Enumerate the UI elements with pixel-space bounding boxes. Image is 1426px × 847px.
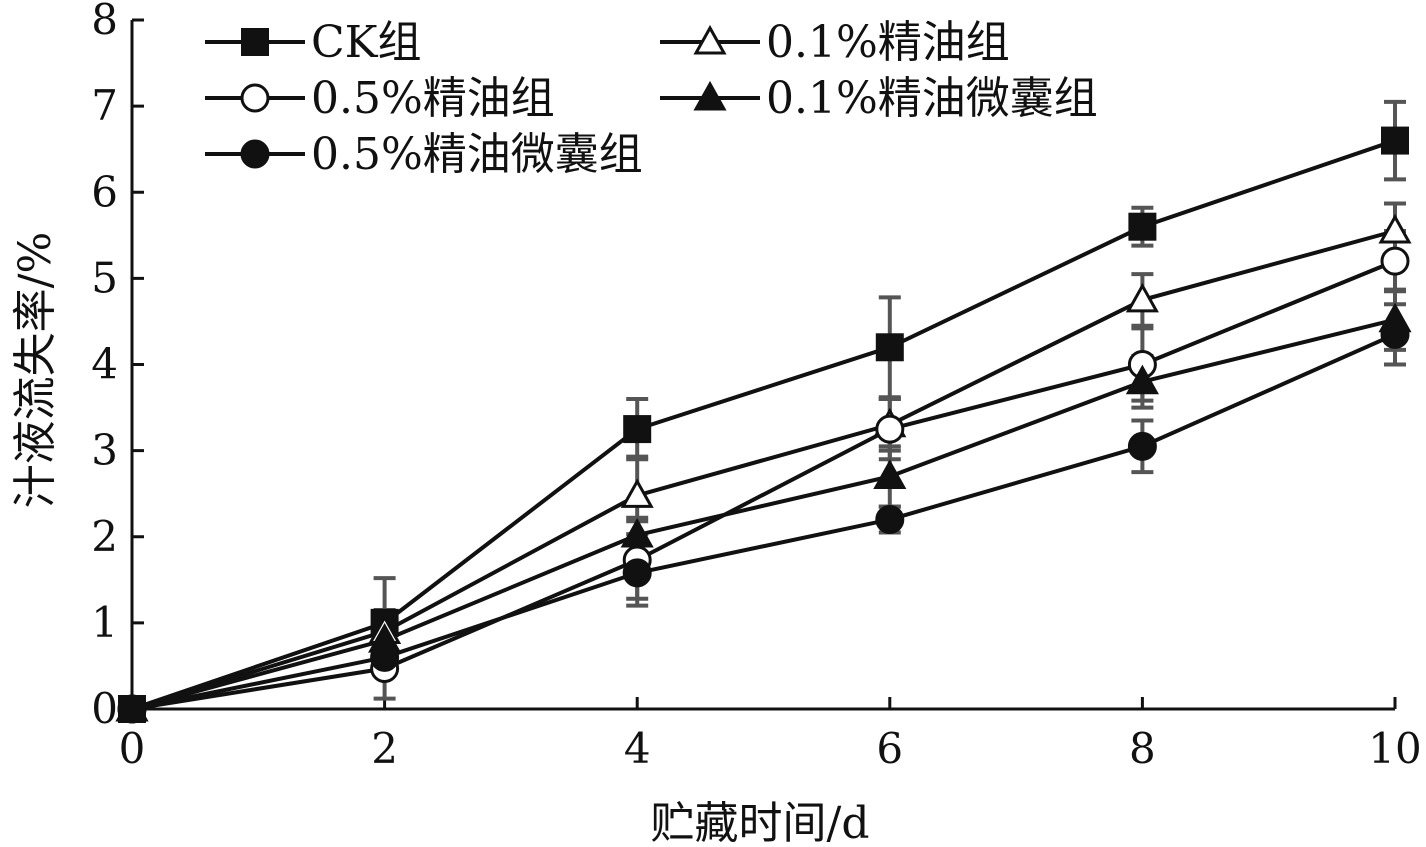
y-tick-label: 6	[91, 167, 118, 216]
data-point	[1125, 282, 1159, 313]
y-tick-label: 8	[91, 0, 118, 44]
y-axis-label: 汁液流失率/%	[10, 232, 61, 509]
legend-label: 0.5%精油组	[311, 73, 555, 124]
x-axis-label: 贮藏时间/d	[651, 798, 870, 847]
y-axis-ticks: 0 1 2 3 4 5 6 7 8	[91, 0, 144, 733]
data-point	[1128, 212, 1157, 241]
legend-label: 0.1%精油微囊组	[766, 73, 1098, 124]
data-point	[1125, 364, 1159, 395]
data-point	[622, 558, 652, 588]
x-tick-label: 8	[1129, 724, 1156, 773]
data-point	[623, 415, 652, 444]
legend-marker	[241, 28, 269, 56]
data-point	[620, 478, 654, 508]
legend-marker	[693, 24, 727, 55]
series-line	[131, 259, 1396, 711]
y-tick-label: 3	[91, 426, 118, 475]
y-tick-label: 0	[91, 684, 118, 733]
series-line	[131, 229, 1396, 711]
x-tick-label: 10	[1368, 724, 1421, 773]
data-point	[1380, 246, 1410, 276]
series-line	[131, 332, 1396, 711]
data-point	[370, 642, 400, 672]
legend-label: 0.1%精油组	[766, 17, 1010, 68]
y-tick-label: 2	[91, 512, 118, 561]
legend-label: 0.5%精油微囊组	[311, 129, 643, 180]
y-tick-label: 1	[91, 598, 118, 647]
legend-label: CK组	[311, 17, 422, 68]
data-point	[620, 517, 654, 548]
series-lines	[131, 138, 1396, 711]
series-markers	[115, 126, 1412, 724]
series-line	[131, 317, 1396, 711]
x-tick-label: 0	[119, 724, 146, 773]
x-axis-ticks: 0 2 4 6 8 10	[119, 697, 1422, 773]
legend-marker	[240, 83, 270, 113]
series-line	[131, 138, 1396, 711]
legend-marker	[693, 80, 727, 111]
y-tick-label: 7	[91, 81, 118, 130]
data-point	[1127, 431, 1157, 461]
data-point	[1381, 126, 1409, 155]
x-tick-label: 4	[624, 724, 651, 773]
legend-marker	[240, 139, 270, 169]
y-tick-label: 5	[91, 253, 118, 302]
x-tick-label: 2	[371, 724, 398, 773]
x-tick-label: 6	[876, 724, 903, 773]
legend: CK组 0.1%精油组 0.5%精油组 0.1%精油微囊组 0.5%精油微囊组	[205, 17, 1098, 180]
data-point	[117, 694, 147, 724]
data-point	[1378, 213, 1412, 244]
data-point	[875, 414, 905, 444]
data-point	[875, 333, 904, 362]
data-point	[1380, 319, 1410, 349]
data-point	[875, 505, 905, 535]
y-tick-label: 4	[91, 340, 118, 389]
data-point	[873, 459, 907, 489]
